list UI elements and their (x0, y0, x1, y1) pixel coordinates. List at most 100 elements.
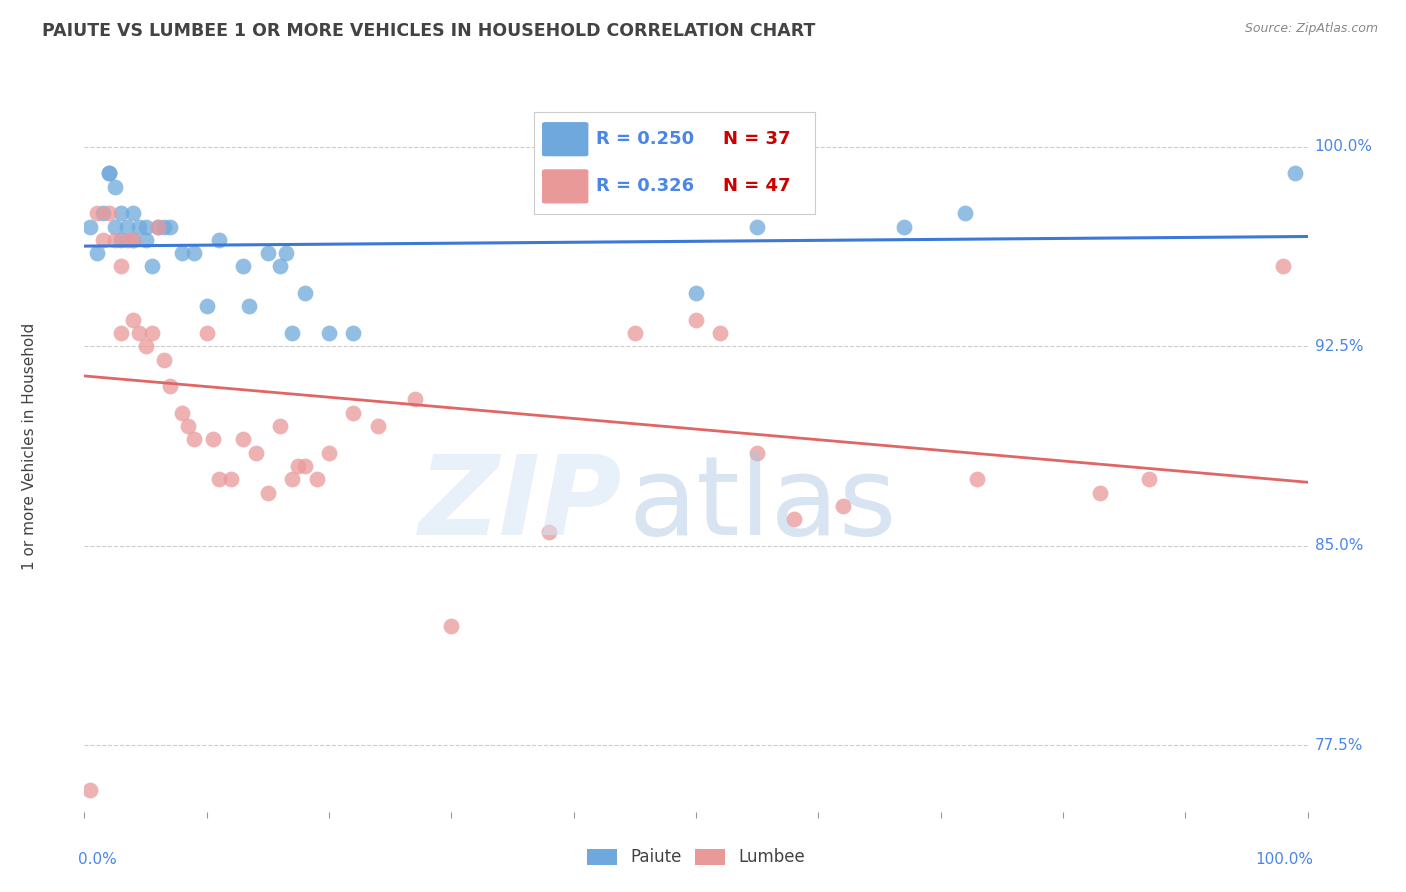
Point (747, 219, 769, 234)
Text: 100.0%: 100.0% (1256, 852, 1313, 867)
Point (153, 352, 176, 367)
Point (747, 445, 769, 459)
Point (122, 233, 145, 247)
Point (276, 246, 298, 260)
Point (177, 419, 200, 434)
Point (86, 206, 108, 220)
Text: 92.5%: 92.5% (1315, 339, 1362, 354)
Point (287, 458, 309, 473)
Text: 0.0%: 0.0% (79, 852, 117, 867)
Point (195, 326, 218, 340)
Point (91, 206, 114, 220)
Point (115, 219, 138, 234)
Point (141, 326, 163, 340)
Point (135, 233, 157, 247)
Point (141, 260, 163, 274)
Text: Source: ZipAtlas.com: Source: ZipAtlas.com (1244, 22, 1378, 36)
Point (97, 206, 120, 220)
Point (110, 326, 132, 340)
Point (232, 260, 254, 274)
Point (159, 219, 181, 234)
FancyBboxPatch shape (543, 123, 588, 155)
Point (172, 246, 194, 260)
Text: R = 0.326: R = 0.326 (596, 178, 695, 195)
Point (232, 433, 254, 447)
Text: 85.0%: 85.0% (1315, 538, 1362, 553)
Point (269, 260, 291, 274)
Point (305, 472, 328, 486)
Point (122, 206, 145, 220)
Point (342, 406, 364, 420)
Point (183, 246, 205, 260)
Point (104, 233, 127, 247)
Point (245, 445, 267, 459)
Point (79, 219, 101, 234)
Point (294, 286, 316, 301)
Point (685, 312, 707, 326)
Point (342, 326, 364, 340)
Point (122, 233, 145, 247)
FancyBboxPatch shape (543, 170, 588, 202)
Point (110, 233, 132, 247)
Point (146, 219, 169, 234)
Point (97, 166, 120, 180)
Point (183, 433, 205, 447)
Text: N = 47: N = 47 (723, 178, 790, 195)
Point (294, 458, 316, 473)
Point (831, 499, 853, 513)
Point (135, 219, 157, 234)
Legend: Paiute, Lumbee: Paiute, Lumbee (581, 841, 811, 873)
Point (538, 525, 561, 540)
Point (281, 472, 304, 486)
Point (440, 618, 463, 632)
Point (159, 379, 181, 393)
Point (104, 179, 127, 194)
Point (219, 472, 242, 486)
Text: 100.0%: 100.0% (1315, 139, 1372, 154)
Point (122, 312, 145, 326)
Point (783, 512, 806, 526)
Point (318, 326, 340, 340)
Point (318, 445, 340, 459)
Text: N = 37: N = 37 (723, 130, 790, 148)
Point (208, 472, 231, 486)
Point (893, 219, 915, 234)
Point (1272, 260, 1295, 274)
Text: ZIP: ZIP (419, 451, 623, 558)
Point (91, 233, 114, 247)
Point (238, 299, 260, 313)
Point (146, 219, 169, 234)
Point (128, 219, 150, 234)
Point (404, 392, 426, 407)
Point (1088, 485, 1111, 500)
Point (201, 433, 224, 447)
Point (624, 326, 647, 340)
Point (115, 233, 138, 247)
Text: R = 0.250: R = 0.250 (596, 130, 695, 148)
Point (953, 206, 976, 220)
Point (257, 485, 280, 500)
Point (1137, 472, 1160, 486)
Text: 77.5%: 77.5% (1315, 738, 1362, 753)
Point (104, 219, 127, 234)
Point (1284, 166, 1306, 180)
Point (135, 339, 157, 353)
Point (281, 326, 304, 340)
Point (79, 783, 101, 797)
Point (172, 406, 194, 420)
Point (208, 233, 231, 247)
Point (966, 472, 988, 486)
Text: 1 or more Vehicles in Household: 1 or more Vehicles in Household (22, 322, 37, 570)
Point (685, 286, 707, 301)
Point (367, 419, 389, 434)
Point (153, 219, 176, 234)
Text: atlas: atlas (628, 451, 897, 558)
Point (269, 419, 291, 434)
Point (97, 166, 120, 180)
Point (195, 299, 218, 313)
Point (709, 326, 731, 340)
Point (86, 246, 108, 260)
Text: PAIUTE VS LUMBEE 1 OR MORE VEHICLES IN HOUSEHOLD CORRELATION CHART: PAIUTE VS LUMBEE 1 OR MORE VEHICLES IN H… (42, 22, 815, 40)
Point (110, 206, 132, 220)
Point (257, 246, 280, 260)
